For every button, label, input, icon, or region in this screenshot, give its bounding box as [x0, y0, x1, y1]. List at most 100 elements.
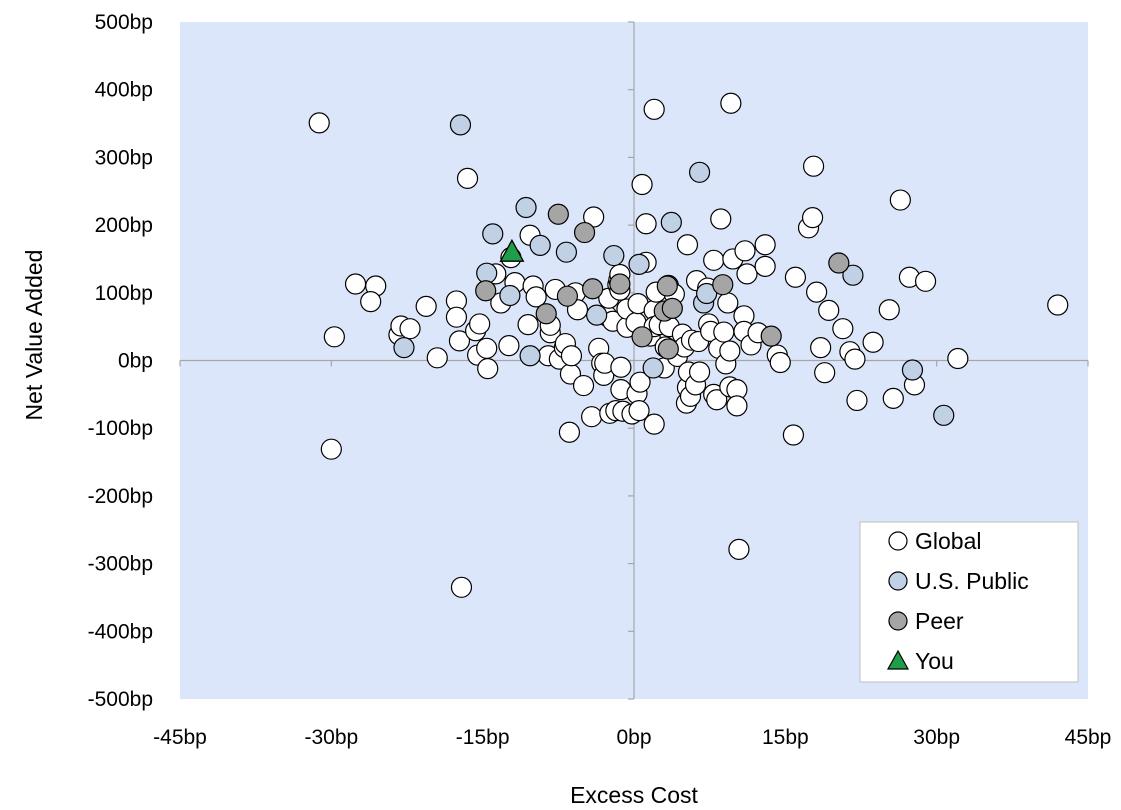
point-global [450, 576, 473, 598]
point-peer [760, 325, 782, 347]
point-global [728, 538, 750, 560]
point-u-s-public [555, 241, 578, 263]
legend-marker-you [886, 649, 910, 670]
x-tick-labels: -45bp -30bp -15bp 0bp 15bp 30bp 45bp [153, 726, 1111, 749]
point-u-s-public [642, 357, 664, 379]
point-global [476, 337, 498, 359]
point-global [818, 299, 840, 322]
x-tick-label: 45bp [1065, 726, 1112, 749]
point-global [525, 286, 547, 308]
point-u-s-public [628, 253, 650, 275]
point-global [769, 351, 791, 374]
point-u-s-public [393, 337, 415, 359]
point-global [754, 255, 776, 277]
point-global [477, 358, 499, 380]
point-global [517, 314, 539, 336]
point-global [862, 331, 884, 353]
point-u-s-public [901, 359, 924, 381]
point-peer [573, 221, 596, 244]
point-global [308, 112, 330, 134]
point-global [581, 406, 603, 428]
point-global [631, 173, 653, 196]
point-global [832, 318, 854, 340]
point-global [846, 389, 868, 412]
point-global [448, 330, 471, 352]
y-tick-label: 300bp [95, 146, 153, 169]
point-u-s-public [482, 223, 504, 245]
point-global [844, 348, 866, 370]
point-global [635, 213, 657, 235]
point-global [703, 249, 725, 271]
point-global [914, 270, 937, 292]
legend-marker-u-s-public [888, 571, 908, 591]
y-tick-labels: 500bp 400bp 300bp 200bp 100bp 0bp -100bp -200bp… [88, 11, 153, 711]
legend-marker-global [888, 531, 908, 551]
point-global [498, 335, 520, 357]
point-global [583, 206, 605, 228]
point-global [320, 438, 342, 460]
y-tick-label: -100bp [88, 417, 153, 440]
point-global [726, 395, 748, 417]
point-u-s-public [529, 234, 551, 257]
point-global [629, 371, 651, 393]
legend-label-u-s-public: U.S. Public [915, 568, 1029, 594]
y-tick-label: 200bp [95, 214, 153, 237]
x-tick-label: 30bp [913, 726, 960, 749]
point-peer [828, 252, 850, 274]
point-global [572, 374, 595, 397]
legend-label-global: Global [915, 528, 981, 554]
point-global [878, 299, 900, 321]
point-u-s-public [499, 284, 521, 307]
y-tick-label: -300bp [88, 553, 153, 576]
point-global [469, 313, 491, 335]
point-global [720, 92, 742, 114]
point-u-s-public [449, 114, 472, 136]
point-global [628, 399, 650, 422]
point-u-s-public [515, 196, 537, 219]
point-peer [712, 274, 734, 296]
point-global [806, 281, 828, 303]
point-global [360, 291, 382, 313]
point-peer [661, 297, 683, 319]
point-global [734, 240, 756, 262]
x-tick-label: 15bp [762, 726, 809, 749]
point-global [688, 361, 711, 383]
point-global [802, 155, 825, 177]
point-global [801, 207, 824, 229]
legend-label-peer: Peer [915, 608, 964, 634]
y-axis-title: Net Value Added [21, 250, 47, 421]
x-tick-label: -15bp [456, 726, 510, 749]
y-tick-label: 100bp [95, 282, 153, 305]
point-u-s-public [476, 262, 498, 284]
point-peer [582, 278, 604, 300]
point-global [643, 98, 665, 120]
point-global [713, 321, 735, 343]
x-tick-label: -45bp [153, 726, 207, 749]
point-global [717, 292, 739, 314]
legend-marker-peer [888, 611, 908, 631]
point-global [456, 167, 479, 189]
point-global [676, 234, 699, 256]
legend: Global U.S. Public Peer You [859, 521, 1079, 683]
point-peer [547, 203, 569, 225]
point-u-s-public [842, 264, 864, 286]
point-global [558, 421, 581, 443]
point-u-s-public [688, 161, 711, 183]
point-global [736, 263, 758, 285]
point-global [710, 208, 732, 230]
legend-label-you: You [915, 648, 954, 674]
point-u-s-public [696, 282, 718, 305]
point-u-s-public [603, 244, 625, 267]
point-global [784, 266, 807, 288]
point-global [814, 362, 836, 384]
point-you [499, 238, 525, 262]
point-global [399, 318, 421, 340]
point-peer [631, 326, 653, 348]
x-tick-label: -30bp [304, 726, 358, 749]
point-global [445, 306, 468, 328]
point-peer [609, 273, 631, 295]
point-global [754, 234, 776, 256]
point-global [889, 189, 911, 211]
y-tick-label: 400bp [95, 79, 153, 102]
point-peer [656, 275, 678, 297]
